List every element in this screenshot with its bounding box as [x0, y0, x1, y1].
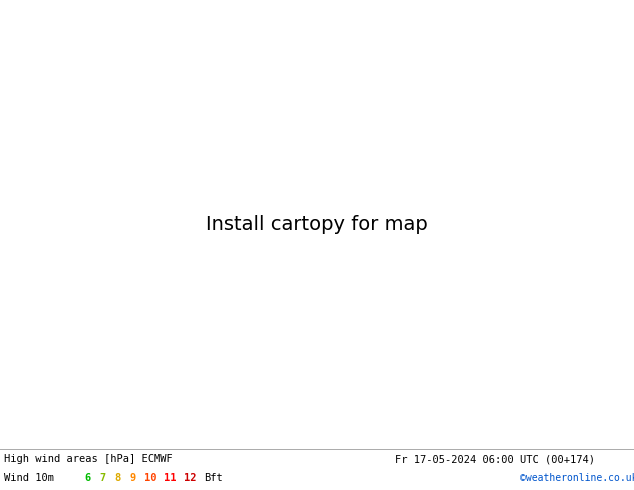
- Text: Fr 17-05-2024 06:00 UTC (00+174): Fr 17-05-2024 06:00 UTC (00+174): [395, 454, 595, 464]
- Text: 10: 10: [144, 473, 157, 483]
- Text: 6: 6: [84, 473, 90, 483]
- Text: 11: 11: [164, 473, 176, 483]
- Text: 9: 9: [129, 473, 135, 483]
- Text: Bft: Bft: [204, 473, 223, 483]
- Text: High wind areas [hPa] ECMWF: High wind areas [hPa] ECMWF: [4, 454, 172, 464]
- Text: 7: 7: [99, 473, 105, 483]
- Text: 8: 8: [114, 473, 120, 483]
- Text: Wind 10m: Wind 10m: [4, 473, 54, 483]
- Text: ©weatheronline.co.uk: ©weatheronline.co.uk: [520, 473, 634, 483]
- Text: Install cartopy for map: Install cartopy for map: [206, 215, 428, 234]
- Text: 12: 12: [184, 473, 197, 483]
